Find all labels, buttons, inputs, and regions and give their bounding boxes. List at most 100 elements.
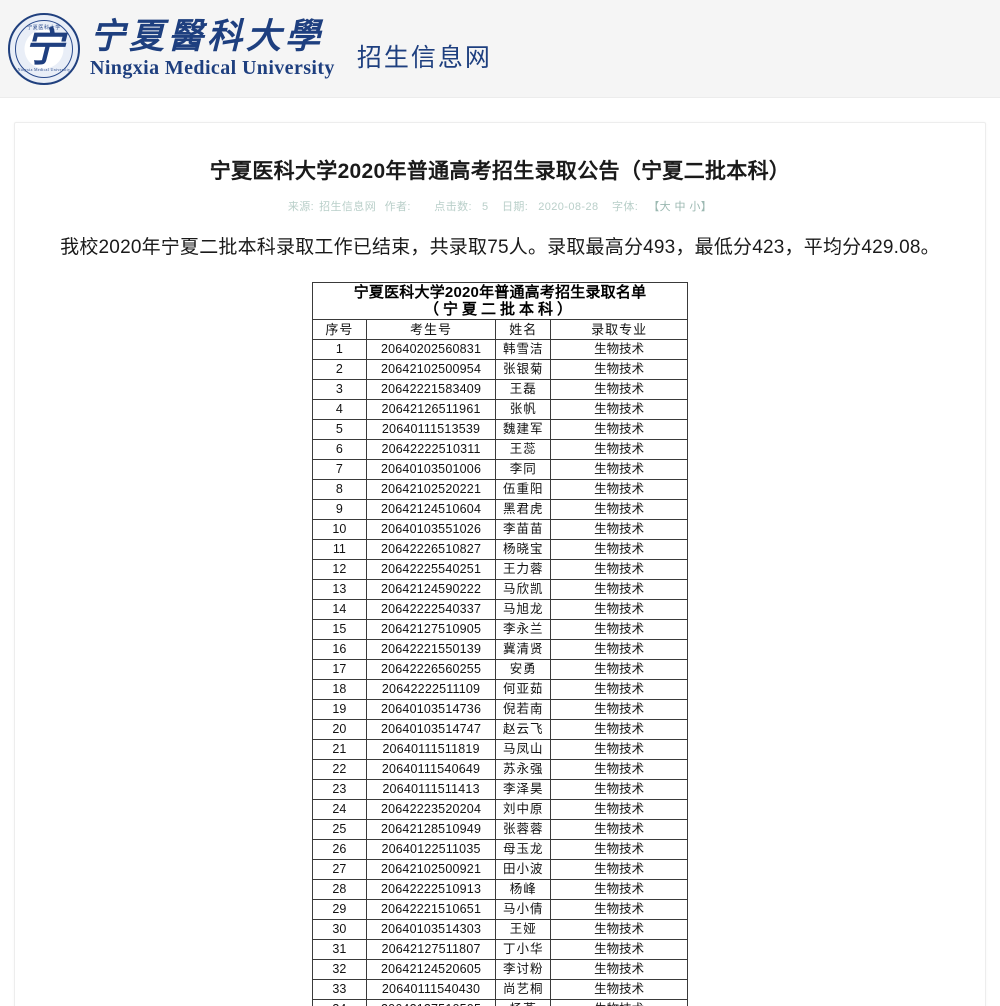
brand-block[interactable]: 宁夏医科大学 宁 Ningxia Medical University 宁夏醫科…: [8, 12, 335, 85]
cell-index: 1: [312, 338, 367, 360]
cell-exam-no: 20642222511109: [365, 678, 497, 700]
meta-source-value[interactable]: 招生信息网: [319, 201, 377, 214]
cell-name: 何亚茹: [495, 678, 552, 700]
cell-index: 4: [312, 398, 367, 420]
cell-major: 生物技术: [550, 838, 688, 860]
cell-name: 李永兰: [495, 618, 552, 640]
cell-name: 王力蓉: [495, 558, 552, 580]
cell-major: 生物技术: [550, 918, 688, 940]
cell-exam-no: 20642221510651: [365, 898, 497, 920]
table-row: 5 20640111513539 魏建军 生物技术: [312, 418, 688, 440]
cell-major: 生物技术: [550, 698, 688, 720]
roster-body: 1 20640202560831 韩雪洁 生物技术 2 20642102500954 张银菊…: [312, 338, 688, 1006]
cell-name: 李泽昊: [495, 778, 552, 800]
cell-index: 15: [312, 618, 367, 640]
roster-caption: 宁夏医科大学2020年普通高考招生录取名单 （宁夏二批本科）: [312, 281, 688, 320]
cell-exam-no: 20640111540649: [365, 758, 497, 780]
cell-major: 生物技术: [550, 658, 688, 680]
cell-major: 生物技术: [550, 818, 688, 840]
cell-name: 马凤山: [495, 738, 552, 760]
cell-index: 16: [312, 638, 367, 660]
cell-exam-no: 20642222540337: [365, 598, 497, 620]
table-row: 26 20640122511035 母玉龙 生物技术: [312, 838, 688, 860]
cell-major: 生物技术: [550, 338, 688, 360]
cell-name: 王磊: [495, 378, 552, 400]
cell-exam-no: 20642102500954: [365, 358, 497, 380]
font-size-switcher[interactable]: 【大 中 小】: [648, 201, 713, 214]
cell-major: 生物技术: [550, 378, 688, 400]
cell-index: 34: [312, 998, 367, 1006]
cell-exam-no: 20640111513539: [365, 418, 497, 440]
article-lede: 我校2020年宁夏二批本科录取工作已结束，共录取75人。录取最高分493，最低分…: [60, 237, 940, 259]
cell-index: 13: [312, 578, 367, 600]
cell-major: 生物技术: [550, 878, 688, 900]
cell-major: 生物技术: [550, 398, 688, 420]
cell-exam-no: 20642124520605: [365, 958, 497, 980]
cell-index: 18: [312, 678, 367, 700]
table-row: 7 20640103501006 李同 生物技术: [312, 458, 688, 480]
cell-name: 黑君虎: [495, 498, 552, 520]
cell-name: 李同: [495, 458, 552, 480]
table-row: 29 20642221510651 马小倩 生物技术: [312, 898, 688, 920]
cell-index: 28: [312, 878, 367, 900]
table-row: 22 20640111540649 苏永强 生物技术: [312, 758, 688, 780]
cell-name: 杨晓宝: [495, 538, 552, 560]
article-card: 宁夏医科大学2020年普通高考招生录取公告（宁夏二批本科） 来源: 招生信息网 作…: [14, 122, 986, 1006]
cell-exam-no: 20642225540251: [365, 558, 497, 580]
cell-name: 王娅: [495, 918, 552, 940]
cell-index: 29: [312, 898, 367, 920]
cell-index: 8: [312, 478, 367, 500]
cell-exam-no: 20642126511961: [365, 398, 497, 420]
cell-major: 生物技术: [550, 898, 688, 920]
cell-index: 23: [312, 778, 367, 800]
roster-caption-line1: 宁夏医科大学2020年普通高考招生录取名单: [353, 283, 647, 301]
cell-index: 11: [312, 538, 367, 560]
meta-hits-value: 5: [481, 201, 489, 214]
table-row: 15 20642127510905 李永兰 生物技术: [312, 618, 688, 640]
meta-font-label: 字体:: [611, 201, 639, 214]
cell-name: 赵云飞: [495, 718, 552, 740]
cell-index: 5: [312, 418, 367, 440]
cell-major: 生物技术: [550, 958, 688, 980]
cell-major: 生物技术: [550, 678, 688, 700]
column-header-name: 姓名: [495, 318, 552, 340]
cell-exam-no: 20642222510311: [365, 438, 497, 460]
column-header-exam-no: 考生号: [365, 318, 497, 340]
table-row: 14 20642222540337 马旭龙 生物技术: [312, 598, 688, 620]
cell-major: 生物技术: [550, 538, 688, 560]
cell-index: 19: [312, 698, 367, 720]
cell-name: 张帆: [495, 398, 552, 420]
cell-major: 生物技术: [550, 738, 688, 760]
cell-index: 20: [312, 718, 367, 740]
cell-major: 生物技术: [550, 638, 688, 660]
table-row: 31 20642127511807 丁小华 生物技术: [312, 938, 688, 960]
cell-name: 冀清贤: [495, 638, 552, 660]
table-row: 18 20642222511109 何亚茹 生物技术: [312, 678, 688, 700]
cell-major: 生物技术: [550, 478, 688, 500]
meta-date-value: 2020-08-28: [538, 201, 599, 214]
roster-image-wrap: 宁夏医科大学2020年普通高考招生录取名单 （宁夏二批本科） 序号 考生号 姓名…: [35, 281, 965, 1006]
cell-major: 生物技术: [550, 938, 688, 960]
cell-major: 生物技术: [550, 978, 688, 1000]
table-row: 27 20642102500921 田小波 生物技术: [312, 858, 688, 880]
table-row: 21 20640111511819 马凤山 生物技术: [312, 738, 688, 760]
cell-name: 田小波: [495, 858, 552, 880]
cell-exam-no: 20640103514736: [365, 698, 497, 720]
site-subtitle: 招生信息网: [356, 43, 492, 72]
column-header-index: 序号: [312, 318, 367, 340]
cell-exam-no: 20640103501006: [365, 458, 497, 480]
cell-exam-no: 20640103514747: [365, 718, 497, 740]
cell-name: 韩雪洁: [495, 338, 552, 360]
table-row: 9 20642124510604 黑君虎 生物技术: [312, 498, 688, 520]
cell-exam-no: 20640122511035: [365, 838, 497, 860]
emblem-arc-top-text: 宁夏医科大学: [27, 25, 61, 31]
table-row: 13 20642124590222 马欣凯 生物技术: [312, 578, 688, 600]
cell-major: 生物技术: [550, 578, 688, 600]
cell-index: 22: [312, 758, 367, 780]
cell-name: 杨燕: [495, 998, 552, 1006]
cell-index: 25: [312, 818, 367, 840]
cell-name: 马小倩: [495, 898, 552, 920]
table-row: 28 20642222510913 杨峰 生物技术: [312, 878, 688, 900]
table-row: 30 20640103514303 王娅 生物技术: [312, 918, 688, 940]
cell-major: 生物技术: [550, 438, 688, 460]
